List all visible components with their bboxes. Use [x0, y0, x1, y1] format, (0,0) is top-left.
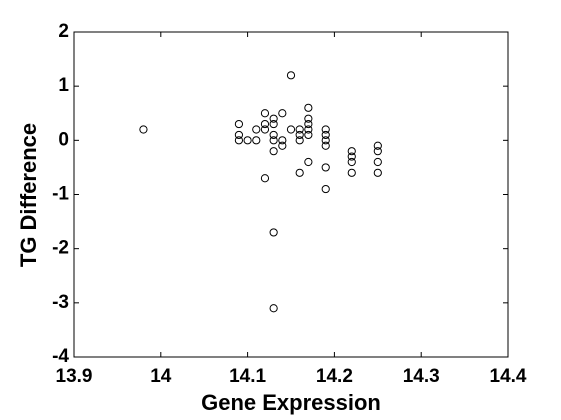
- point: [373, 147, 382, 156]
- point: [269, 136, 278, 145]
- point: [304, 157, 313, 167]
- point: [373, 168, 382, 177]
- point: [321, 136, 330, 145]
- point: [260, 125, 270, 134]
- point: [234, 130, 244, 140]
- y-tick-label: -3: [52, 292, 69, 313]
- x-tick-label: 14.3: [403, 366, 440, 387]
- point: [269, 228, 278, 237]
- point: [373, 141, 382, 150]
- point: [295, 168, 304, 177]
- point: [278, 136, 287, 145]
- point: [269, 304, 278, 313]
- point: [252, 125, 261, 134]
- point: [286, 71, 296, 80]
- y-tick-label: 2: [58, 21, 69, 42]
- point: [234, 119, 244, 129]
- point: [269, 130, 278, 140]
- y-axis-label: TG Difference: [16, 123, 41, 267]
- point: [252, 136, 261, 145]
- y-tick-label: 1: [58, 75, 69, 96]
- point: [304, 119, 313, 129]
- point: [295, 125, 304, 134]
- y-tick-label: -4: [52, 346, 69, 367]
- point: [243, 136, 252, 145]
- point: [286, 125, 296, 134]
- x-tick-label: 14.2: [316, 366, 353, 387]
- x-tick-label: 13.9: [56, 366, 93, 387]
- point: [347, 147, 356, 156]
- point: [321, 130, 330, 140]
- x-tick-label: 14.1: [229, 366, 266, 387]
- point: [321, 184, 330, 194]
- plot-frame: [73, 31, 509, 358]
- point: [347, 168, 356, 177]
- point: [260, 174, 270, 183]
- point: [304, 125, 313, 134]
- x-tick-label: 14: [150, 366, 172, 387]
- point: [304, 130, 313, 140]
- point: [278, 109, 287, 118]
- point: [347, 157, 356, 167]
- point: [304, 103, 313, 112]
- point: [347, 152, 356, 161]
- point: [269, 119, 278, 129]
- point: [269, 114, 278, 123]
- point: [234, 136, 244, 145]
- point: [139, 125, 148, 134]
- point: [321, 125, 330, 134]
- point: [373, 157, 382, 167]
- point: [295, 130, 304, 140]
- point: [278, 141, 287, 150]
- point: [304, 114, 313, 123]
- point: [295, 136, 304, 145]
- y-tick-label: -1: [52, 184, 69, 205]
- point: [321, 163, 330, 172]
- point: [269, 147, 278, 156]
- y-tick-label: -2: [52, 238, 69, 259]
- x-tick-label: 14.4: [490, 366, 527, 387]
- point: [321, 141, 330, 150]
- point: [260, 119, 270, 129]
- x-axis-label: Gene Expression: [201, 390, 381, 415]
- y-tick-label: 0: [58, 129, 69, 150]
- point: [260, 109, 270, 118]
